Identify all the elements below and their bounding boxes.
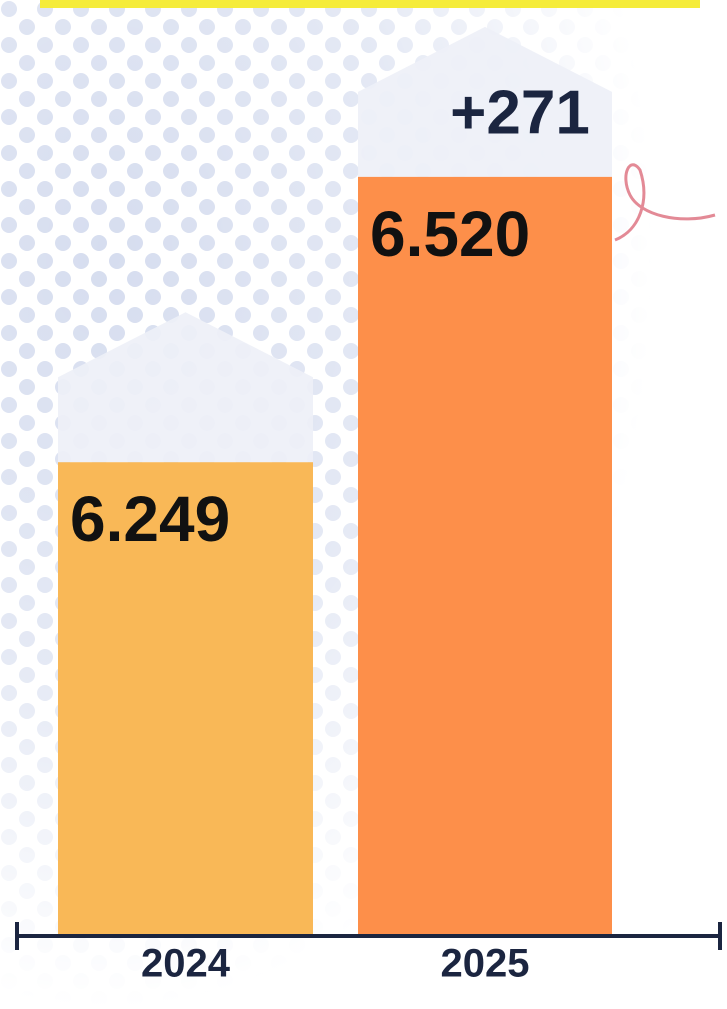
value-label: 6.520 <box>370 198 530 270</box>
plot: 6.249 2024 6.520 2025 +271 <box>58 26 612 986</box>
bar <box>358 176 612 936</box>
annotation: +271 <box>450 78 590 147</box>
x-tick-label: 2025 <box>441 942 530 986</box>
x-tick-label: 2024 <box>141 942 231 986</box>
scribble <box>614 163 716 242</box>
bar <box>58 462 313 935</box>
bar-shadow <box>58 312 313 463</box>
top-band <box>40 0 700 8</box>
value-label: 6.249 <box>70 483 230 555</box>
bar-shadow <box>358 26 612 177</box>
